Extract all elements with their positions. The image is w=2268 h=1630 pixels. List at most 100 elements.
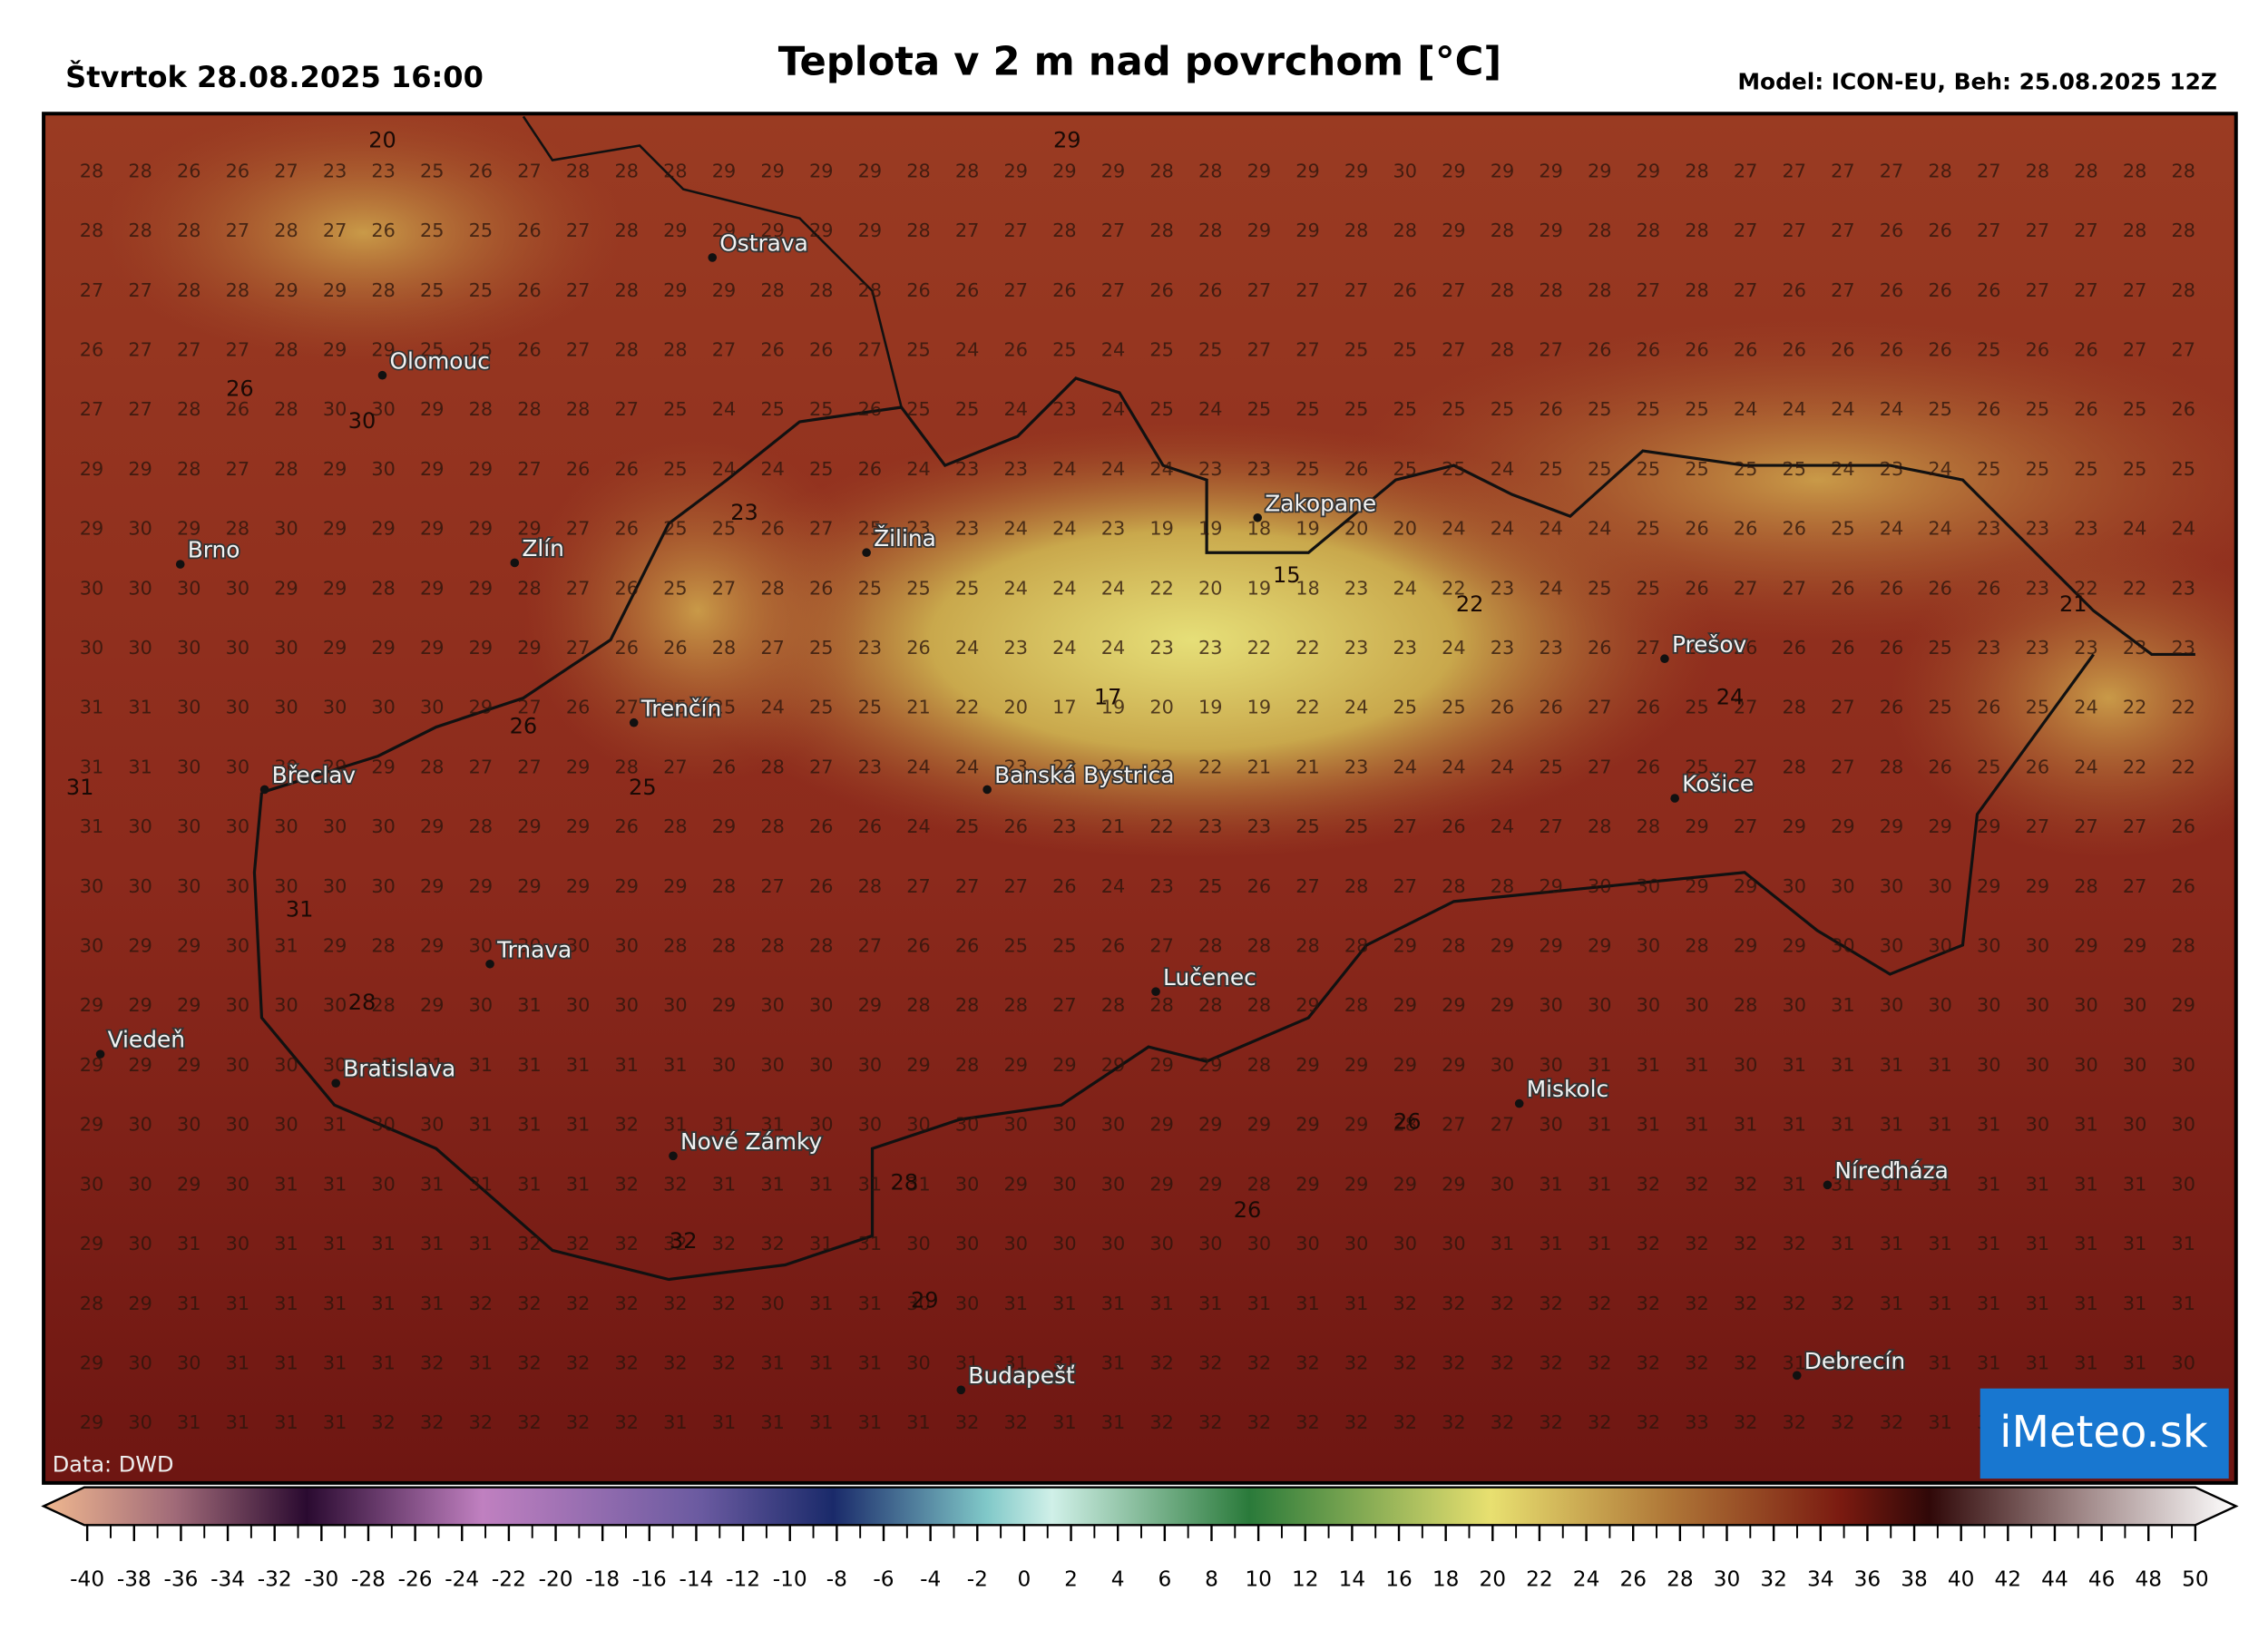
grid-value: 28 bbox=[566, 160, 591, 181]
grid-value: 26 bbox=[809, 338, 834, 360]
grid-value: 25 bbox=[1637, 458, 1661, 480]
grid-value: 24 bbox=[1004, 577, 1029, 599]
grid-value: 27 bbox=[517, 697, 542, 718]
grid-value: 32 bbox=[1734, 1233, 1758, 1254]
grid-value: 24 bbox=[1880, 518, 1904, 540]
grid-value: 29 bbox=[1442, 1173, 1466, 1195]
grid-value: 31 bbox=[1880, 1114, 1904, 1136]
grid-value: 30 bbox=[1539, 994, 1563, 1016]
grid-value: 32 bbox=[1198, 1411, 1223, 1433]
grid-value: 31 bbox=[1977, 1233, 2001, 1254]
grid-value: 30 bbox=[2171, 1173, 2195, 1195]
grid-value: 31 bbox=[469, 1233, 494, 1254]
grid-value: 30 bbox=[1052, 1114, 1077, 1136]
grid-value: 30 bbox=[1831, 935, 1855, 957]
grid-value: 30 bbox=[177, 815, 201, 837]
grid-value: 23 bbox=[955, 518, 980, 540]
grid-value: 26 bbox=[809, 815, 834, 837]
grid-value: 21 bbox=[1295, 756, 1320, 777]
grid-value: 22 bbox=[1149, 815, 1174, 837]
grid-value: 28 bbox=[955, 994, 980, 1016]
city-dot bbox=[1151, 987, 1160, 997]
grid-value: 26 bbox=[615, 637, 640, 659]
grid-value: 27 bbox=[1442, 338, 1466, 360]
grid-value: 28 bbox=[858, 875, 883, 897]
grid-value: 24 bbox=[1101, 458, 1126, 480]
city-label: Bratislava bbox=[343, 1056, 455, 1082]
grid-value: 31 bbox=[80, 756, 104, 777]
grid-value: 23 bbox=[2171, 577, 2195, 599]
grid-value: 29 bbox=[1977, 815, 2001, 837]
grid-value: 28 bbox=[2171, 279, 2195, 301]
grid-value: 31 bbox=[2026, 1293, 2050, 1314]
grid-value: 30 bbox=[274, 518, 298, 540]
grid-value: 24 bbox=[1491, 458, 1515, 480]
grid-value: 27 bbox=[1004, 875, 1029, 897]
grid-value: 29 bbox=[371, 637, 396, 659]
grid-value: 27 bbox=[1539, 338, 1563, 360]
grid-value: 30 bbox=[1928, 994, 1952, 1016]
colorbar-label: 36 bbox=[1854, 1567, 1882, 1592]
grid-value: 27 bbox=[226, 458, 250, 480]
grid-value: 26 bbox=[1928, 577, 1952, 599]
grid-value: 30 bbox=[80, 875, 104, 897]
grid-value: 30 bbox=[955, 1173, 980, 1195]
grid-value: 28 bbox=[955, 160, 980, 181]
grid-value: 28 bbox=[1491, 220, 1515, 241]
grid-value: 28 bbox=[1442, 935, 1466, 957]
colorbar-label: 6 bbox=[1158, 1567, 1171, 1592]
grid-value: 31 bbox=[80, 697, 104, 718]
grid-value: 31 bbox=[274, 1233, 298, 1254]
grid-value: 32 bbox=[1637, 1173, 1661, 1195]
grid-value: 29 bbox=[420, 815, 445, 837]
grid-value: 19 bbox=[1247, 577, 1272, 599]
grid-value: 30 bbox=[274, 815, 298, 837]
city-dot bbox=[669, 1151, 678, 1161]
grid-value: 29 bbox=[517, 637, 542, 659]
grid-value: 27 bbox=[80, 398, 104, 420]
grid-value: 30 bbox=[955, 1114, 980, 1136]
grid-value: 26 bbox=[2026, 338, 2050, 360]
grid-value: 31 bbox=[323, 1233, 347, 1254]
grid-value: 26 bbox=[1977, 577, 2001, 599]
grid-value: 27 bbox=[128, 279, 152, 301]
grid-value: 24 bbox=[1442, 756, 1466, 777]
grid-value: 26 bbox=[1831, 637, 1855, 659]
grid-value: 25 bbox=[1831, 518, 1855, 540]
grid-value: 29 bbox=[469, 577, 494, 599]
grid-value: 31 bbox=[226, 1352, 250, 1373]
grid-value: 26 bbox=[615, 518, 640, 540]
grid-value: 23 bbox=[1344, 637, 1369, 659]
grid-value: 25 bbox=[1393, 458, 1417, 480]
grid-value: 32 bbox=[566, 1293, 591, 1314]
grid-value: 31 bbox=[809, 1233, 834, 1254]
warm-area bbox=[102, 113, 626, 364]
grid-value: 31 bbox=[1052, 1293, 1077, 1314]
grid-value: 31 bbox=[1831, 1114, 1855, 1136]
grid-value: 29 bbox=[809, 220, 834, 241]
grid-value: 32 bbox=[1831, 1293, 1855, 1314]
city-label: Nové Zámky bbox=[680, 1128, 822, 1155]
grid-value: 30 bbox=[2026, 1114, 2050, 1136]
grid-value: 29 bbox=[2026, 875, 2050, 897]
grid-value: 31 bbox=[226, 1293, 250, 1314]
grid-value: 31 bbox=[1637, 1114, 1661, 1136]
grid-value: 25 bbox=[469, 338, 494, 360]
border bbox=[252, 653, 2095, 1282]
grid-value: 31 bbox=[323, 1293, 347, 1314]
grid-value: 26 bbox=[955, 279, 980, 301]
grid-value: 30 bbox=[274, 1054, 298, 1076]
grid-value: 29 bbox=[128, 994, 152, 1016]
grid-value: 28 bbox=[1539, 279, 1563, 301]
grid-value: 29 bbox=[1393, 1054, 1417, 1076]
grid-value: 25 bbox=[420, 279, 445, 301]
grid-value: 29 bbox=[1685, 875, 1709, 897]
grid-value: 31 bbox=[809, 1352, 834, 1373]
grid-value: 31 bbox=[371, 1233, 396, 1254]
grid-value: 30 bbox=[80, 935, 104, 957]
grid-value: 30 bbox=[566, 994, 591, 1016]
grid-value: 23 bbox=[906, 518, 931, 540]
grid-value: 30 bbox=[1977, 935, 2001, 957]
grid-value: 32 bbox=[1831, 1411, 1855, 1433]
grid-value: 29 bbox=[809, 160, 834, 181]
